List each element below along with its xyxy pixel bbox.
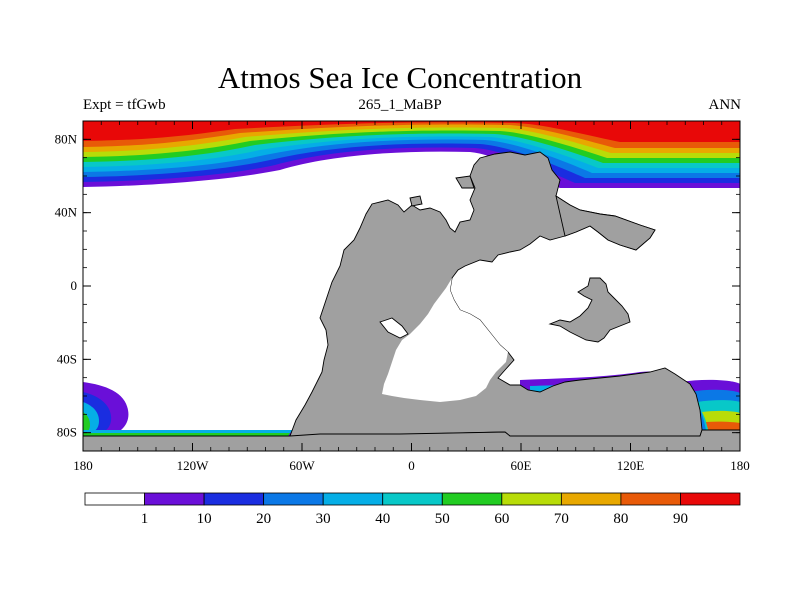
experiment-label: Expt = tfGwb: [83, 97, 166, 113]
x-tick-label: 180: [73, 458, 93, 473]
land-antarctica: [83, 429, 740, 451]
colorbar-label: 90: [673, 511, 688, 527]
colorbar-label: 60: [494, 511, 509, 527]
colorbar-swatch: [84, 492, 145, 506]
chart-title: Atmos Sea Ice Concentration: [217, 60, 583, 95]
x-tick-label: 60W: [289, 458, 315, 473]
colorbar-label: 30: [316, 511, 331, 527]
x-tick-label: 180: [730, 458, 750, 473]
atlantic-ocean: [382, 278, 508, 402]
x-tick-label: 120E: [617, 458, 645, 473]
x-tick-label: 0: [408, 458, 415, 473]
colorbar-label: 70: [554, 511, 569, 527]
colorbar-swatch: [322, 492, 384, 506]
y-tick-label: 80N: [55, 131, 78, 146]
y-tick-label: 80S: [57, 425, 77, 440]
season-label: ANN: [708, 97, 742, 113]
period-label: 265_1_MaBP: [358, 97, 442, 113]
y-tick-label: 0: [71, 278, 78, 293]
colorbar-swatch: [203, 492, 265, 506]
land-island-2: [409, 195, 423, 207]
continents: [83, 151, 740, 451]
colorbar-swatch: [560, 492, 622, 506]
colorbar-swatch: [144, 492, 205, 506]
y-tick-label: 40N: [55, 205, 78, 220]
colorbar-swatch: [501, 492, 562, 506]
x-tick-label: 60E: [511, 458, 532, 473]
colorbar-label: 50: [435, 511, 450, 527]
land-australia: [548, 277, 631, 343]
ross-sea-ice-inner: [83, 433, 293, 436]
colorbar-swatch: [620, 492, 681, 506]
colorbar-label: 1: [141, 511, 149, 527]
inland-sea: [379, 317, 409, 339]
colorbar-label: 20: [256, 511, 271, 527]
colorbar-label: 10: [197, 511, 212, 527]
map-area: [83, 121, 740, 451]
antarctic-sea-ice-west: [83, 382, 129, 432]
land-asia: [555, 195, 656, 251]
colorbar-swatch: [680, 492, 741, 506]
colorbar-swatch: [441, 492, 503, 506]
colorbar-swatch: [382, 492, 443, 506]
land-island-1: [455, 175, 475, 189]
y-axis: 80N 40N 0 40S 80S: [55, 131, 740, 440]
x-axis: 180 120W 60W 0 60E 120E 180: [73, 121, 750, 473]
arctic-sea-ice: [83, 121, 740, 188]
x-tick-label: 120W: [177, 458, 210, 473]
colorbar-label: 80: [613, 511, 628, 527]
colorbar: 1 10 20 30 40 50 60 70 80 90: [84, 492, 741, 527]
y-tick-label: 40S: [57, 351, 77, 366]
colorbar-swatch: [263, 492, 324, 506]
colorbar-label: 40: [375, 511, 390, 527]
